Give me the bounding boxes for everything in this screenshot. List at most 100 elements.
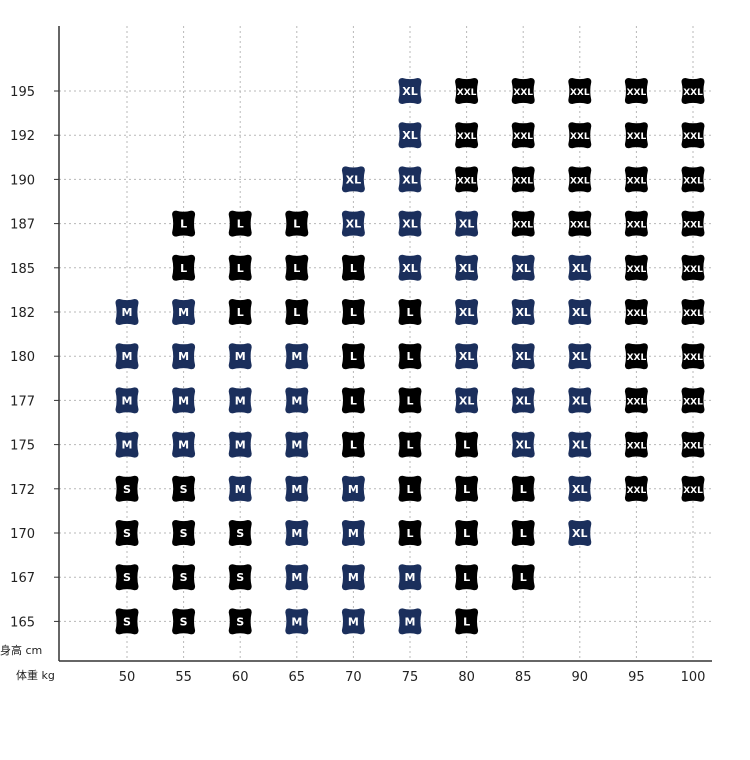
size-badge-m: M — [341, 475, 365, 502]
size-badge-xl: XL — [341, 210, 365, 237]
size-badge-label: XXL — [683, 265, 703, 275]
size-badge-l: L — [455, 431, 479, 458]
size-badge-label: XXL — [570, 88, 590, 98]
size-badge-m: M — [285, 475, 309, 502]
size-badge-shape — [568, 520, 592, 546]
size-badge-label: L — [180, 218, 187, 231]
size-badge-s: S — [228, 608, 252, 635]
size-badge-shape — [568, 431, 592, 458]
size-badge-label: XL — [572, 394, 588, 407]
size-badge-xxl: XXL — [681, 431, 705, 458]
size-badge-shape — [115, 431, 139, 458]
size-badge-shape — [398, 299, 422, 325]
size-badge-shape — [568, 122, 592, 149]
size-badge-xxl: XXL — [681, 387, 705, 414]
size-badge-label: S — [180, 615, 188, 628]
x-tick-label: 70 — [345, 670, 362, 685]
size-badge-l: L — [398, 475, 422, 502]
size-badge-shape — [455, 343, 479, 370]
size-badge-shape — [455, 299, 479, 325]
size-badge-shape — [455, 122, 479, 149]
size-badge-shape — [172, 431, 196, 458]
size-badge-label: XXL — [457, 88, 477, 98]
size-badge-shape — [511, 166, 535, 193]
size-badge-shape — [624, 387, 648, 414]
size-badge-shape — [568, 254, 592, 281]
size-badge-shape — [398, 564, 422, 591]
size-badge-label: M — [235, 350, 246, 363]
size-badge-label: XXL — [513, 132, 533, 142]
size-badge-l: L — [172, 210, 196, 237]
size-badge-xl: XL — [398, 166, 422, 193]
size-badge-shape — [681, 122, 705, 149]
size-badge-shape — [511, 387, 535, 414]
size-badge-shape — [398, 78, 422, 104]
size-badge-shape — [285, 564, 309, 591]
size-badge-l: L — [228, 210, 252, 237]
size-badge-shape — [398, 475, 422, 502]
size-badge-shape — [172, 475, 196, 502]
size-badge-label: XL — [402, 218, 418, 231]
size-badge-label: XL — [459, 218, 475, 231]
size-badge-m: M — [341, 608, 365, 635]
size-badge-xxl: XXL — [681, 210, 705, 237]
size-badge-shape — [624, 254, 648, 281]
size-badge-xl: XL — [568, 431, 592, 458]
size-badge-xxl: XXL — [681, 254, 705, 281]
size-badge-shape — [455, 387, 479, 414]
size-badge-shape — [172, 210, 196, 237]
size-badge-shape — [285, 608, 309, 635]
size-badge-shape — [511, 122, 535, 149]
size-badge-xxl: XXL — [511, 122, 535, 149]
size-badge-label: L — [463, 439, 470, 452]
size-badge-label: M — [291, 527, 302, 540]
size-badge-xl: XL — [511, 387, 535, 414]
size-badge-label: L — [180, 262, 187, 275]
size-badge-label: S — [236, 571, 244, 584]
size-badge-l: L — [455, 520, 479, 546]
size-badge-label: XXL — [683, 88, 703, 98]
size-badge-shape — [398, 387, 422, 414]
size-badge-m: M — [285, 608, 309, 635]
size-badge-shape — [115, 343, 139, 370]
size-badge-shape — [681, 387, 705, 414]
size-badge-label: S — [180, 527, 188, 540]
size-badge-shape — [681, 166, 705, 193]
size-badge-label: M — [291, 571, 302, 584]
size-badge-l: L — [511, 520, 535, 546]
size-badge-l: L — [398, 343, 422, 370]
size-badge-label: XXL — [683, 486, 703, 496]
size-badge-label: XXL — [683, 221, 703, 231]
size-badge-xxl: XXL — [681, 299, 705, 325]
size-badge-label: L — [350, 262, 357, 275]
size-badge-shape — [172, 520, 196, 546]
size-badge-xl: XL — [568, 299, 592, 325]
size-badge-label: XL — [572, 483, 588, 496]
size-badge-label: M — [348, 615, 359, 628]
size-badge-shape — [681, 343, 705, 370]
size-badge-label: M — [178, 394, 189, 407]
size-badge-label: XXL — [683, 353, 703, 363]
size-badge-shape — [568, 299, 592, 325]
size-badge-xl: XL — [398, 210, 422, 237]
size-badge-xxl: XXL — [568, 210, 592, 237]
size-badge-label: XXL — [627, 132, 647, 142]
size-badge-label: XXL — [627, 221, 647, 231]
size-badge-xxl: XXL — [681, 475, 705, 502]
x-tick-label: 75 — [402, 670, 419, 685]
size-badge-s: S — [115, 475, 139, 502]
size-badge-label: M — [235, 439, 246, 452]
size-badge-label: XL — [402, 129, 418, 142]
size-badge-shape — [624, 78, 648, 104]
size-badge-label: M — [178, 306, 189, 319]
axis-layer: 身高 cm 体重 kg — [0, 26, 712, 682]
size-badge-label: L — [237, 218, 244, 231]
size-badge-xxl: XXL — [681, 343, 705, 370]
size-badge-xxl: XXL — [455, 166, 479, 193]
size-badge-label: M — [122, 394, 133, 407]
size-badge-shape — [511, 475, 535, 502]
y-tick-label: 167 — [10, 571, 35, 586]
size-badge-label: S — [123, 527, 131, 540]
size-badge-l: L — [455, 475, 479, 502]
size-badge-m: M — [228, 475, 252, 502]
